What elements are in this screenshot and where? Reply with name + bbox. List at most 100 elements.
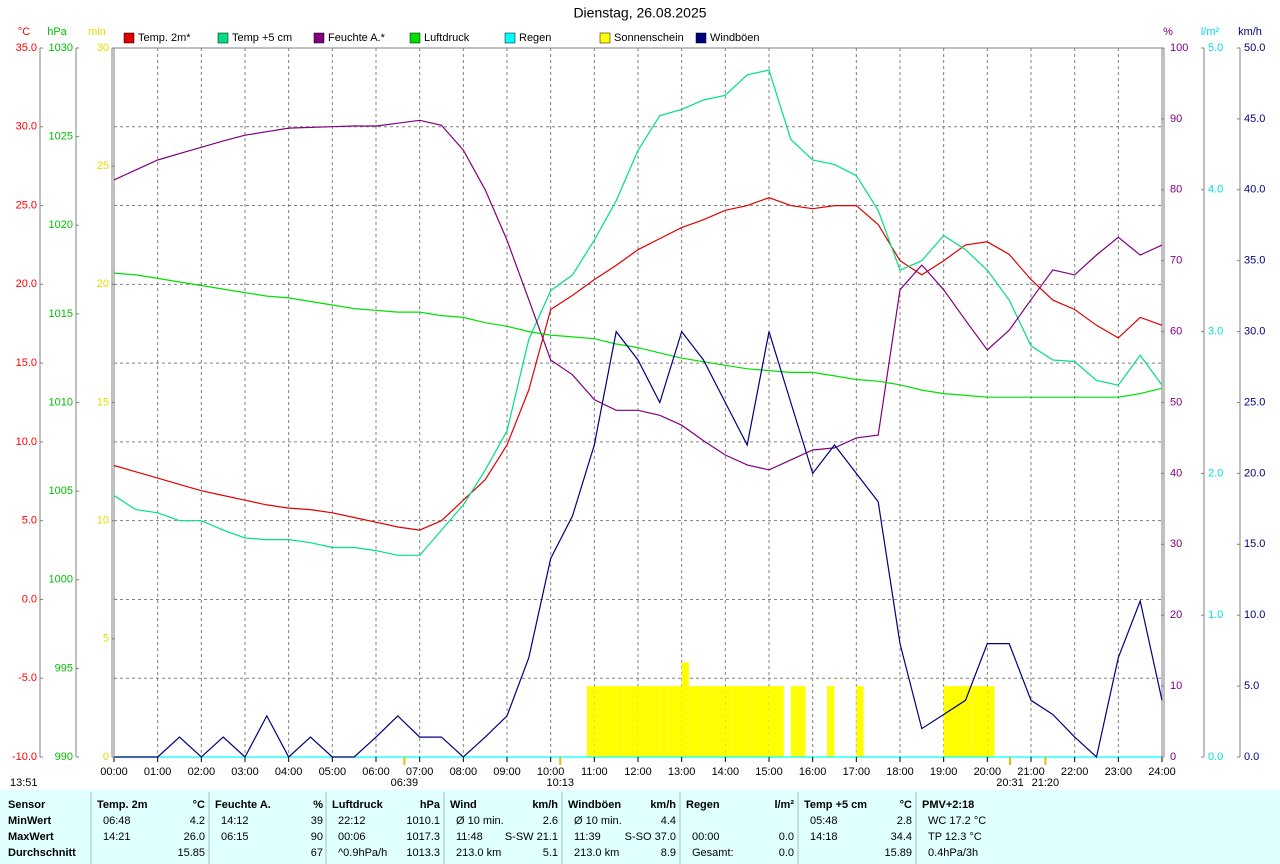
column-header: Temp. 2m xyxy=(97,799,148,811)
y-tick-label: 995 xyxy=(55,662,73,674)
y-tick-label: 100 xyxy=(1170,42,1188,54)
y-tick-label: 25 xyxy=(97,160,109,172)
legend-label: Windböen xyxy=(710,32,760,44)
table-cell: 06:15 xyxy=(221,831,249,843)
y-tick-label: 5.0 xyxy=(1244,680,1259,692)
summary-background xyxy=(0,790,1280,864)
table-cell: 05:48 xyxy=(810,815,838,827)
sunshine-bar xyxy=(979,686,988,757)
legend-swatch xyxy=(504,32,516,44)
y-tick-label: 0 xyxy=(103,751,109,763)
y-tick-label: 30.0 xyxy=(16,121,37,133)
y-tick-label: 45.0 xyxy=(1244,113,1265,125)
x-tick-label: 14:00 xyxy=(712,766,740,778)
y-tick-label: 15.0 xyxy=(1244,538,1265,550)
y-tick-label: 20.0 xyxy=(1244,467,1265,479)
y-tick-label: 80 xyxy=(1170,184,1182,196)
column-unit: l/m² xyxy=(774,799,794,811)
y-tick-label: 0.0 xyxy=(1208,751,1223,763)
table-cell: 1013.3 xyxy=(406,847,440,859)
table-cell: 14:18 xyxy=(810,831,838,843)
sunshine-bar xyxy=(732,686,741,757)
sunshine-bar xyxy=(652,686,660,757)
x-tick-label: 20:00 xyxy=(974,766,1002,778)
y-tick-label: 1010 xyxy=(49,396,73,408)
sunshine-bar xyxy=(645,686,653,757)
table-cell: 213.0 km xyxy=(574,847,619,859)
table-cell: Gesamt: xyxy=(692,847,734,859)
y-axis-unit: °C xyxy=(18,26,30,38)
y-tick-label: 30 xyxy=(1170,538,1182,550)
y-tick-label: 30 xyxy=(97,42,109,54)
x-tick-label: 09:00 xyxy=(493,766,521,778)
table-cell: 39 xyxy=(311,815,323,827)
table-cell: 0.0 xyxy=(779,831,794,843)
y-tick-label: 1025 xyxy=(49,131,73,143)
series-line xyxy=(113,197,1163,531)
marks xyxy=(113,69,1163,759)
sunshine-bar xyxy=(586,686,595,757)
table-cell: 06:48 xyxy=(103,815,131,827)
sunshine-bar xyxy=(776,686,784,757)
y-tick-label: 35.0 xyxy=(16,42,37,54)
sunshine-bar xyxy=(725,686,733,757)
table-cell: 1010.1 xyxy=(406,815,440,827)
y-tick-label: 25.0 xyxy=(16,199,37,211)
legend-swatch xyxy=(409,32,421,44)
table-cell: 4.4 xyxy=(661,815,676,827)
y-tick-label: 10.0 xyxy=(16,436,37,448)
x-tick-label: 07:00 xyxy=(406,766,434,778)
column-unit: °C xyxy=(900,799,912,811)
table-cell: 0.0 xyxy=(779,847,794,859)
table-cell: 2.6 xyxy=(543,815,558,827)
sunshine-bar xyxy=(659,686,668,757)
table-cell: 14:12 xyxy=(221,815,249,827)
y-tick-label: 10 xyxy=(1170,680,1182,692)
table-cell: 34.4 xyxy=(891,831,912,843)
sunshine-bar xyxy=(790,686,799,757)
table-cell: 00:00 xyxy=(692,831,720,843)
legend-label: Feuchte A.* xyxy=(328,32,386,44)
sunshine-bar xyxy=(689,686,697,757)
y-tick-label: 50 xyxy=(1170,396,1182,408)
y-tick-label: 40 xyxy=(1170,467,1182,479)
sunshine-bar xyxy=(798,686,806,757)
table-cell: 4.2 xyxy=(190,815,205,827)
legend-label: Luftdruck xyxy=(424,32,470,44)
x-tick-label: 02:00 xyxy=(188,766,216,778)
column-unit: km/h xyxy=(650,799,676,811)
x-tick-label: 05:00 xyxy=(319,766,347,778)
legend-swatch xyxy=(695,32,707,44)
y-tick-label: 5.0 xyxy=(1208,42,1223,54)
column-header: Luftdruck xyxy=(332,799,384,811)
y-tick-label: 0.0 xyxy=(1244,751,1259,763)
sunshine-bar xyxy=(616,686,624,757)
table-cell: 11:39 xyxy=(574,831,601,843)
table-cell: Ø 10 min. xyxy=(574,815,622,827)
y-tick-label: -5.0 xyxy=(18,672,37,684)
legend-swatch xyxy=(217,32,229,44)
y-tick-label: 25.0 xyxy=(1244,396,1265,408)
annotation-label: 21:20 xyxy=(1032,777,1060,789)
x-tick-label: 01:00 xyxy=(144,766,172,778)
x-tick-label: 11:00 xyxy=(581,766,608,778)
sunshine-bar xyxy=(717,686,726,757)
sunshine-bar xyxy=(965,686,973,757)
column-unit: km/h xyxy=(532,799,558,811)
sunshine-bar xyxy=(703,686,711,757)
row-label: MinWert xyxy=(8,815,52,827)
sunshine-bar xyxy=(601,686,610,757)
y-tick-label: 1.0 xyxy=(1208,609,1223,621)
sunshine-bar xyxy=(608,686,617,757)
table-cell: 00:06 xyxy=(338,831,366,843)
x-tick-label: 06:00 xyxy=(362,766,390,778)
annotation-label: 10:13 xyxy=(547,777,575,789)
x-tick-label: 16:00 xyxy=(799,766,827,778)
row-label: MaxWert xyxy=(8,831,54,843)
x-tick-label: 12:00 xyxy=(624,766,652,778)
y-tick-label: 90 xyxy=(1170,113,1182,125)
y-axis-unit: min xyxy=(88,26,106,38)
y-tick-label: 4.0 xyxy=(1208,184,1223,196)
sunshine-bar xyxy=(710,686,719,757)
column-unit: °C xyxy=(193,799,205,811)
